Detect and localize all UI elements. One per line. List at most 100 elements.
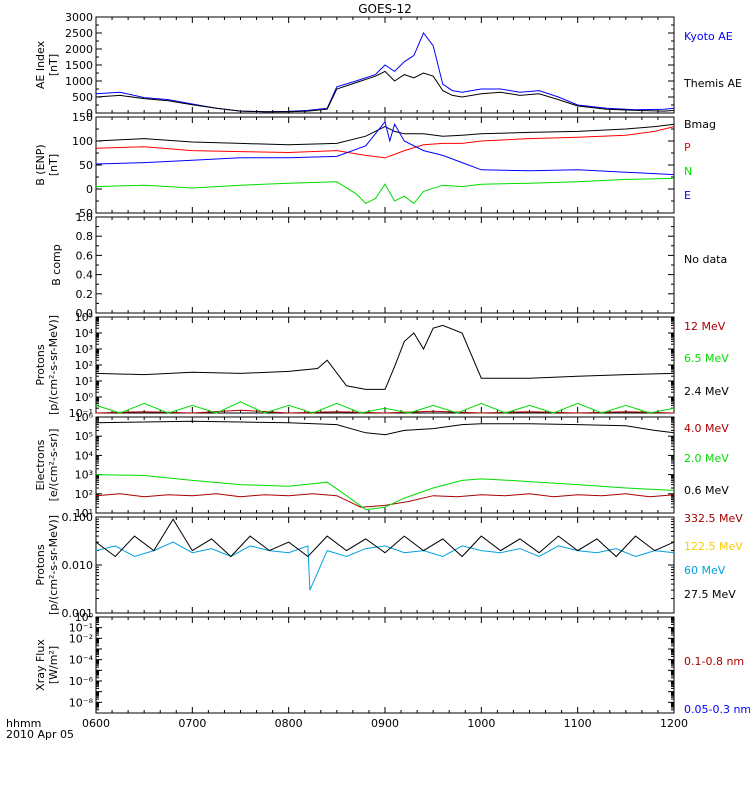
y-tick-label: 10¹ (75, 375, 93, 388)
y-tick-label: 10⁴ (75, 449, 94, 462)
y-axis-label: [W/m²] (47, 646, 60, 684)
series-line-27-5-mev (95, 518, 675, 558)
y-tick-label: 500 (72, 91, 93, 104)
date-label: 2010 Apr 05 (6, 728, 74, 741)
y-tick-label: 0.6 (76, 249, 94, 262)
y-tick-label: 10³ (75, 469, 93, 482)
series-line-6-5-mev (95, 401, 675, 414)
time-format-label: hhmm (6, 717, 41, 730)
panel-electrons: 10¹ 10² 10³ 10⁴ 10⁵ 10⁶ Electrons [e/(cm²-s-sr)… (34, 411, 729, 520)
panel-protons2: 0.001 0.010 0.100 Protons [p/(cm²-s-sr-MeV)]… (34, 511, 743, 620)
y-tick-label: 100 (72, 135, 93, 148)
legend-entry: Themis AE (683, 77, 742, 90)
legend-entry: 6.5 MeV (684, 352, 729, 365)
y-axis-label: Electrons (34, 439, 47, 490)
y-tick-label: 150 (72, 111, 93, 124)
panel-ae: 0 500 1000 1500 2000 2500 3000 AE Index [nT] Kyot… (34, 11, 742, 120)
y-tick-label: 10⁴ (75, 327, 94, 340)
panel-bcomp: 0.0 0.2 0.4 0.6 0.8 1.0 B comp No data (50, 211, 727, 320)
y-tick-label: 0.2 (76, 288, 94, 301)
y-tick-label: 10⁰ (75, 611, 94, 624)
y-tick-label: 10³ (75, 343, 93, 356)
y-tick-label: 10⁻⁴ (69, 654, 94, 667)
y-tick-label: 0.8 (76, 230, 94, 243)
y-tick-label: 10² (75, 488, 93, 501)
no-data-label: No data (684, 253, 727, 266)
y-tick-label: 1000 (65, 75, 93, 88)
legend-entry: E (684, 189, 691, 202)
series-line-0-6-mev (95, 420, 675, 436)
y-axis-label: [e/(cm²-s-sr)] (47, 429, 60, 502)
panel-frame (95, 616, 675, 714)
y-tick-label: 1500 (65, 59, 93, 72)
panel-xray: 10⁻⁸ 10⁻⁶ 10⁻⁴ 10⁻²10⁻¹10⁰ Xray Flux [W/m²] 0.… (34, 611, 750, 716)
series-line-4-0-mev (95, 493, 675, 508)
y-axis-label: AE Index (34, 40, 47, 89)
y-tick-label: 2000 (65, 43, 93, 56)
chart-title: GOES-12 (358, 2, 412, 16)
x-tick-label: 0800 (275, 717, 303, 730)
y-axis-label: [nT] (47, 54, 60, 76)
legend-entry: 0.05-0.3 nm (684, 703, 750, 716)
series-line-12-mev (95, 409, 675, 414)
series-line-2-4-mev (95, 324, 675, 390)
legend-entry: 60 MeV (684, 564, 726, 577)
series-line-60-mev (95, 541, 675, 591)
x-tick-label: 0700 (178, 717, 206, 730)
x-tick-label: 1000 (467, 717, 495, 730)
legend-entry: Bmag (684, 118, 716, 131)
series-line-e (95, 120, 675, 176)
legend-entry: 0.6 MeV (684, 484, 729, 497)
y-axis-label: Protons (34, 544, 47, 585)
y-tick-label: 0.4 (76, 269, 94, 282)
legend-entry: 0.1-0.8 nm (684, 655, 744, 668)
panel-bfield: -50 0 50 100 150 B (ENP) [nT] Bmag PNE (34, 111, 716, 220)
series-line-themis-ae (95, 70, 675, 113)
series-line-bmag (95, 123, 675, 146)
y-axis-label: Protons (34, 344, 47, 385)
x-tick-label: 1200 (660, 717, 688, 730)
y-tick-label: 0 (86, 183, 93, 196)
panel-frame (95, 416, 675, 514)
y-tick-label: 10⁰ (75, 391, 94, 404)
y-axis-label: Xray Flux (34, 639, 47, 691)
y-tick-label: 10⁵ (75, 311, 93, 324)
panel-frame (95, 516, 675, 614)
legend-entry: 2.0 MeV (684, 452, 729, 465)
series-line-p (95, 126, 675, 159)
legend-entry: 27.5 MeV (684, 588, 736, 601)
legend-entry: 12 MeV (684, 320, 726, 333)
y-axis-label: [p/(cm²-s-sr-MeV)] (47, 315, 60, 415)
series-line-n (95, 177, 675, 205)
y-tick-label: 10⁶ (75, 411, 94, 424)
y-tick-label: 3000 (65, 11, 93, 24)
y-tick-label: 0 (86, 107, 93, 120)
legend-entry: 332.5 MeV (684, 512, 743, 525)
y-tick-label: 0.010 (62, 559, 94, 572)
y-axis-label: [nT] (47, 154, 60, 176)
legend-entry: 122.5 MeV (684, 540, 743, 553)
y-tick-label: 10⁻¹ (69, 407, 93, 420)
y-tick-label: 10¹ (75, 507, 93, 520)
panel-frame (95, 316, 675, 414)
legend-entry: 2.4 MeV (684, 385, 729, 398)
y-tick-label: 10⁻² (69, 632, 93, 645)
series-line-2-0-mev (95, 474, 675, 511)
y-tick-label: 50 (79, 159, 93, 172)
x-tick-label: 1100 (564, 717, 592, 730)
legend-entry: 4.0 MeV (684, 422, 729, 435)
panel-frame (95, 216, 675, 314)
y-tick-label: 10⁻⁶ (69, 675, 94, 688)
x-tick-label: 0900 (371, 717, 399, 730)
x-tick-label: 0600 (82, 717, 110, 730)
legend-entry: N (684, 165, 692, 178)
panel-protons1: 10⁻¹ 10⁰ 10¹ 10² 10³ 10⁴ 10⁵ Protons [p/(cm²-s-s… (34, 311, 729, 420)
series-line-kyoto-ae (95, 32, 675, 113)
legend-entry: P (684, 141, 691, 154)
y-tick-label: 2500 (65, 27, 93, 40)
y-tick-label: -50 (75, 207, 93, 220)
y-tick-label: 1.0 (76, 211, 94, 224)
legend-entry: Kyoto AE (684, 30, 733, 43)
y-axis-label: [p/(cm²-s-sr-MeV)] (47, 515, 60, 615)
